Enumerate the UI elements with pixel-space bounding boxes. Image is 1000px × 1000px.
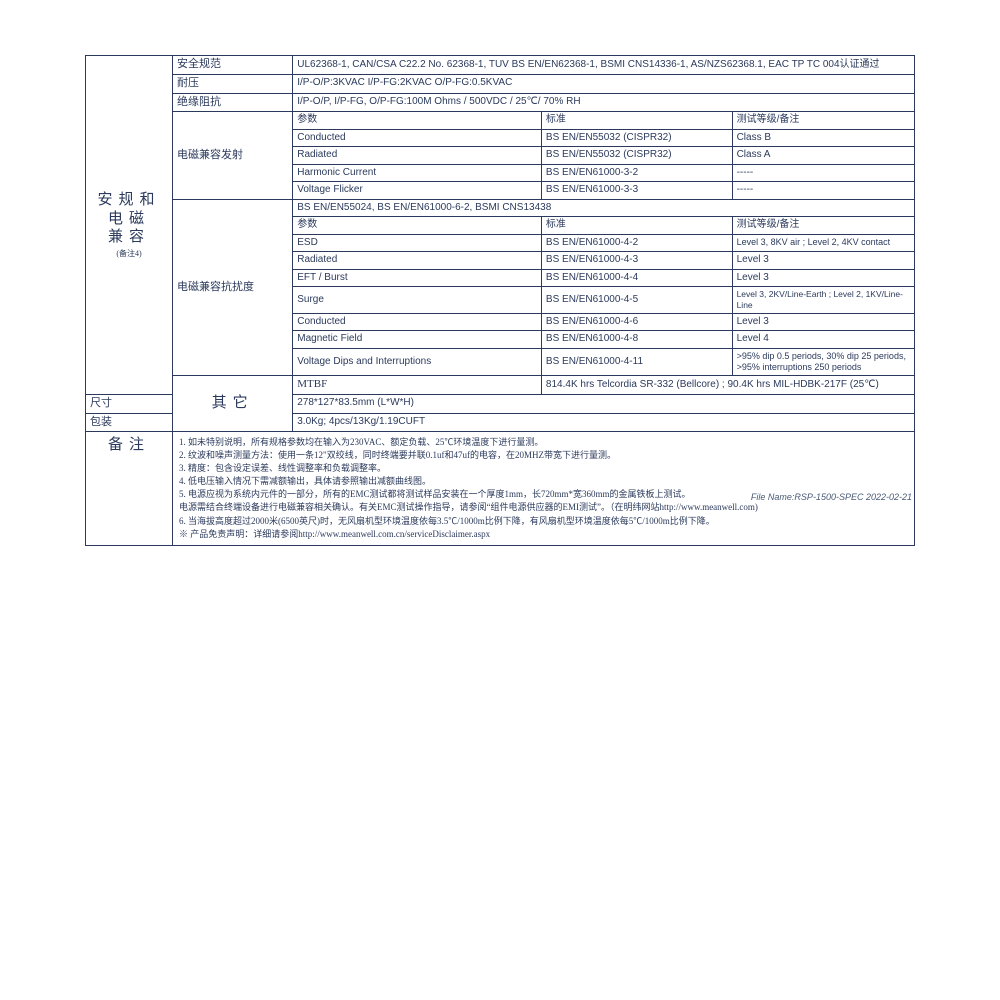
ems-note: Level 3 [732,269,914,287]
ems-note: Level 3, 8KV air ; Level 2, 4KV contact [732,234,914,252]
safety-std-label: 安全规范 [173,56,293,75]
withstand-val: I/P-O/P:3KVAC I/P-FG:2KVAC O/P-FG:0.5KVA… [293,74,915,93]
emi-hdr-param: 参数 [293,112,542,130]
section-safety-sub: (备注4) [90,249,168,259]
ems-param: Conducted [293,313,542,331]
ems-label: 电磁兼容抗扰度 [173,199,293,375]
ems-hdr-note: 测试等级/备注 [732,217,914,235]
insulation-val: I/P-O/P, I/P-FG, O/P-FG:100M Ohms / 500V… [293,93,915,112]
emi-hdr-note: 测试等级/备注 [732,112,914,130]
ems-std: BS EN/EN61000-4-11 [541,348,732,376]
section-safety-emc: 安规和电磁兼容 (备注4) [86,56,173,395]
emi-std: BS EN/EN61000-3-3 [541,182,732,200]
ems-note: Level 3 [732,252,914,270]
ems-std: BS EN/EN61000-4-4 [541,269,732,287]
section-notes: 备注 [86,432,173,545]
emi-param: Radiated [293,147,542,165]
file-footer: File Name:RSP-1500-SPEC 2022-02-21 [751,492,912,502]
ems-param: EFT / Burst [293,269,542,287]
ems-std: BS EN/EN61000-4-3 [541,252,732,270]
emi-param: Harmonic Current [293,164,542,182]
spec-table: 安规和电磁兼容 (备注4) 安全规范 UL62368-1, CAN/CSA C2… [85,55,915,546]
emi-note: ----- [732,164,914,182]
ems-param: Surge [293,287,542,313]
ems-param: Radiated [293,252,542,270]
dim-label: 尺寸 [86,394,173,413]
withstand-label: 耐压 [173,74,293,93]
insulation-label: 绝缘阻抗 [173,93,293,112]
emi-note: ----- [732,182,914,200]
spec-sheet: 安规和电磁兼容 (备注4) 安全规范 UL62368-1, CAN/CSA C2… [85,55,915,546]
safety-std-val: UL62368-1, CAN/CSA C22.2 No. 62368-1, TU… [293,56,915,75]
emi-std: BS EN/EN55032 (CISPR32) [541,129,732,147]
emi-std: BS EN/EN55032 (CISPR32) [541,147,732,165]
ems-param: ESD [293,234,542,252]
emi-note: Class B [732,129,914,147]
emi-param: Voltage Flicker [293,182,542,200]
ems-std: BS EN/EN61000-4-6 [541,313,732,331]
mtbf-val: 814.4K hrs Telcordia SR-332 (Bellcore) ;… [541,376,914,395]
pack-label: 包装 [86,413,173,432]
ems-note: >95% dip 0.5 periods, 30% dip 25 periods… [732,348,914,376]
ems-std: BS EN/EN61000-4-5 [541,287,732,313]
section-other: 其它 [173,376,293,432]
pack-val: 3.0Kg; 4pcs/13Kg/1.19CUFT [293,413,915,432]
ems-param: Magnetic Field [293,331,542,349]
emi-label: 电磁兼容发射 [173,112,293,200]
emi-param: Conducted [293,129,542,147]
emi-hdr-std: 标准 [541,112,732,130]
section-safety-title: 安规和电磁兼容 [98,192,161,246]
mtbf-label: MTBF [293,376,542,395]
ems-note: Level 3 [732,313,914,331]
notes-body: 1. 如未特别说明，所有规格参数均在输入为230VAC、额定负载、25℃环境温度… [173,432,915,545]
ems-top: BS EN/EN55024, BS EN/EN61000-6-2, BSMI C… [293,199,915,217]
ems-param: Voltage Dips and Interruptions [293,348,542,376]
emi-std: BS EN/EN61000-3-2 [541,164,732,182]
ems-std: BS EN/EN61000-4-2 [541,234,732,252]
ems-note: Level 4 [732,331,914,349]
ems-hdr-std: 标准 [541,217,732,235]
ems-note: Level 3, 2KV/Line-Earth ; Level 2, 1KV/L… [732,287,914,313]
dim-val: 278*127*83.5mm (L*W*H) [293,394,915,413]
ems-hdr-param: 参数 [293,217,542,235]
emi-note: Class A [732,147,914,165]
ems-std: BS EN/EN61000-4-8 [541,331,732,349]
